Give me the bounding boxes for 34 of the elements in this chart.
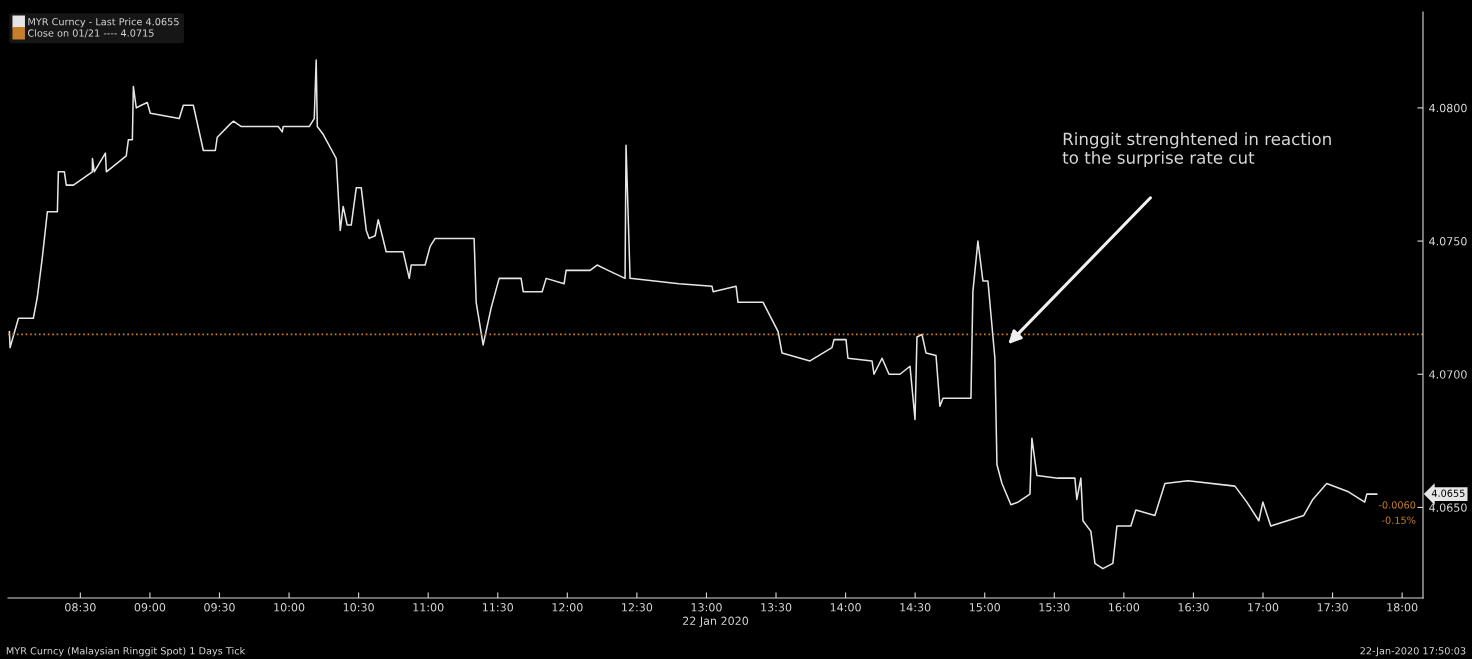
x-tick-label: 11:30	[482, 603, 514, 612]
x-tick-label: 10:00	[274, 603, 305, 612]
legend-label: MYR Curncy - Last Price 4.0655	[28, 17, 179, 28]
text: MYR Curncy (Malaysian Ringgit Spot) 1 Days Tick	[6, 646, 246, 657]
x-tick-label: 14:30	[900, 603, 931, 612]
y-tick-label: 4.0650	[1429, 503, 1467, 512]
x-tick-label: 17:30	[1317, 603, 1348, 612]
x-tick-label: 13:30	[761, 603, 792, 612]
text: 4.0655	[1431, 489, 1465, 497]
x-tick-label: 16:30	[1178, 603, 1209, 612]
line-series	[8, 59, 1378, 570]
x-tick-label: 12:30	[622, 603, 653, 612]
x-tick-label: 11:00	[413, 603, 444, 612]
annotation: Ringgit strenghtened in reaction to the surprise rate cut	[1062, 132, 1331, 168]
x-tick-label: 08:30	[65, 603, 96, 612]
x-tick-label: 14:00	[830, 603, 861, 612]
x-axis-title: 22 Jan 2020	[683, 616, 749, 628]
x-tick-label: 18:00	[1387, 603, 1418, 612]
annotation: -0.0060	[1378, 501, 1416, 509]
x-tick-label: 17:00	[1248, 603, 1279, 612]
x-tick-label: 15:00	[969, 603, 1000, 612]
y-tick-label: 4.0800	[1429, 103, 1467, 113]
x-tick-label: 12:00	[552, 603, 583, 612]
x-tick-label: 09:00	[134, 603, 166, 612]
x-tick-label: 10:30	[343, 603, 374, 612]
y-tick-label: 4.0700	[1429, 370, 1467, 379]
legend-label: Close on 01/21 ---- 4.0715	[27, 29, 154, 38]
x-tick-label: 16:00	[1109, 603, 1140, 612]
x-tick-label: 13:00	[691, 603, 722, 612]
text: 22-Jan-2020 17:50:03	[1360, 647, 1466, 657]
y-tick-label: 4.0750	[1429, 237, 1467, 246]
annotation: -0.15%	[1382, 516, 1416, 524]
x-tick-label: 09:30	[204, 603, 235, 612]
x-tick-label: 15:30	[1039, 603, 1070, 612]
